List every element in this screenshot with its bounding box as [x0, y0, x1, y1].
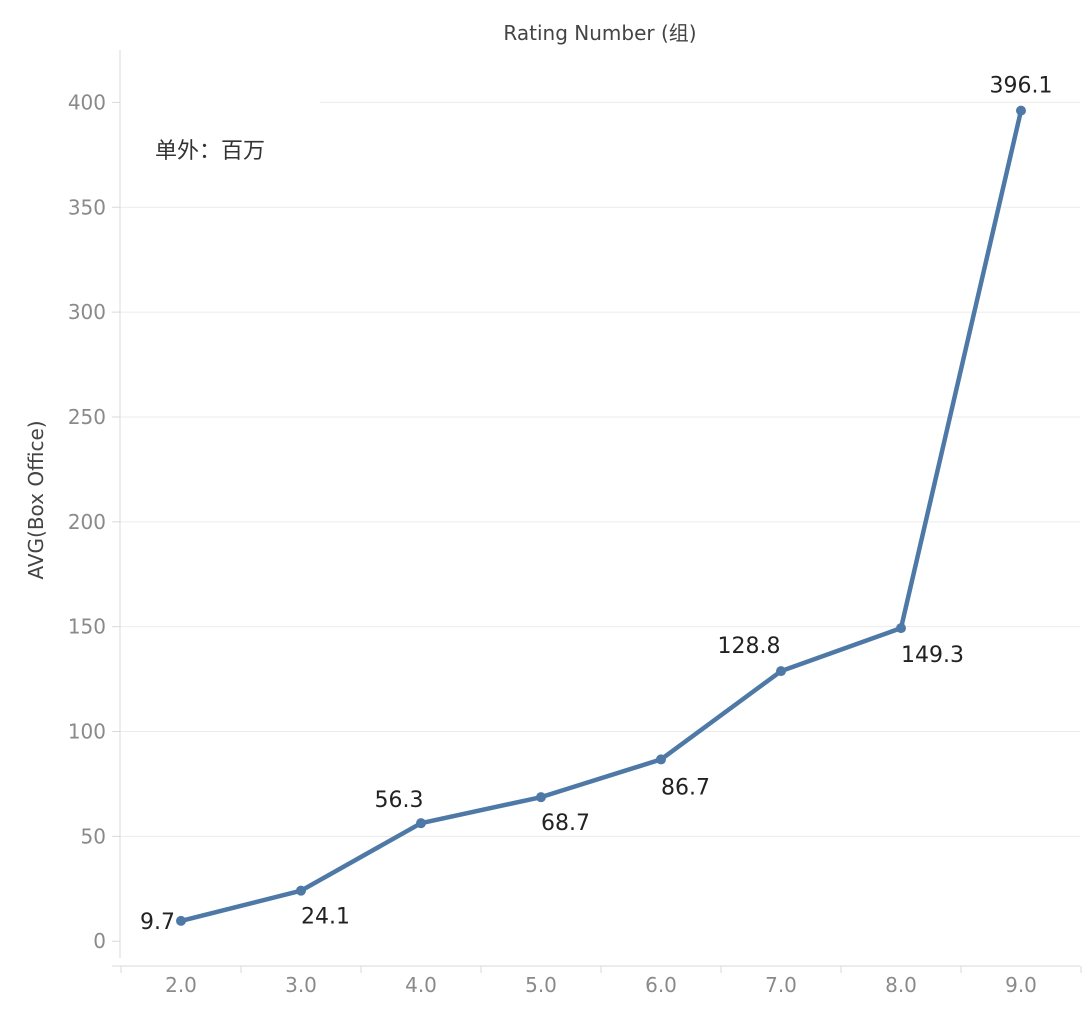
- y-axis-title: AVG(Box Office): [24, 420, 48, 579]
- data-label: 128.8: [718, 634, 781, 659]
- y-tick-label: 50: [81, 824, 106, 848]
- x-axis-title: Rating Number (组): [503, 21, 696, 45]
- y-tick-label: 0: [93, 929, 106, 953]
- y-tick-label: 300: [68, 300, 106, 324]
- data-point: [896, 623, 906, 634]
- data-point: [1016, 105, 1026, 116]
- y-tick-label: 400: [68, 90, 106, 114]
- data-point: [776, 666, 786, 677]
- data-label: 86.7: [661, 775, 710, 800]
- data-label: 396.1: [990, 74, 1053, 99]
- data-point: [176, 915, 186, 926]
- data-point: [416, 818, 426, 829]
- data-label: 9.7: [140, 910, 175, 935]
- x-tick-label: 4.0: [405, 973, 437, 997]
- data-label: 56.3: [375, 788, 424, 813]
- data-label: 149.3: [901, 643, 964, 668]
- y-tick-label: 250: [68, 405, 106, 429]
- x-tick-label: 5.0: [525, 973, 557, 997]
- data-labels: 9.7 24.1 56.3 68.7 86.7 128.8 149.3 396.1: [140, 74, 1052, 935]
- x-tick-label: 6.0: [645, 973, 677, 997]
- axes: 0 50 100 150 200 250 300 350 400 2.0 3.0 4.0 5.0 6.0 7…: [68, 50, 1082, 997]
- data-point: [296, 885, 306, 896]
- x-tick-label: 3.0: [285, 973, 317, 997]
- x-tick-label: 7.0: [765, 973, 797, 997]
- series: [176, 105, 1026, 926]
- y-tick-label: 200: [68, 510, 106, 534]
- data-point: [656, 754, 666, 765]
- data-label: 24.1: [301, 905, 350, 930]
- data-label: 68.7: [541, 811, 590, 836]
- x-tick-label: 8.0: [885, 973, 917, 997]
- gridlines: [120, 101, 1080, 837]
- y-tick-label: 150: [68, 615, 106, 639]
- data-point: [536, 792, 546, 803]
- unit-annotation: 单外：百万: [155, 139, 265, 164]
- x-tick-label: 9.0: [1005, 973, 1037, 997]
- x-tick-label: 2.0: [165, 973, 197, 997]
- series-line: [178, 108, 1024, 924]
- y-tick-label: 350: [68, 195, 106, 219]
- y-tick-label: 100: [68, 720, 106, 744]
